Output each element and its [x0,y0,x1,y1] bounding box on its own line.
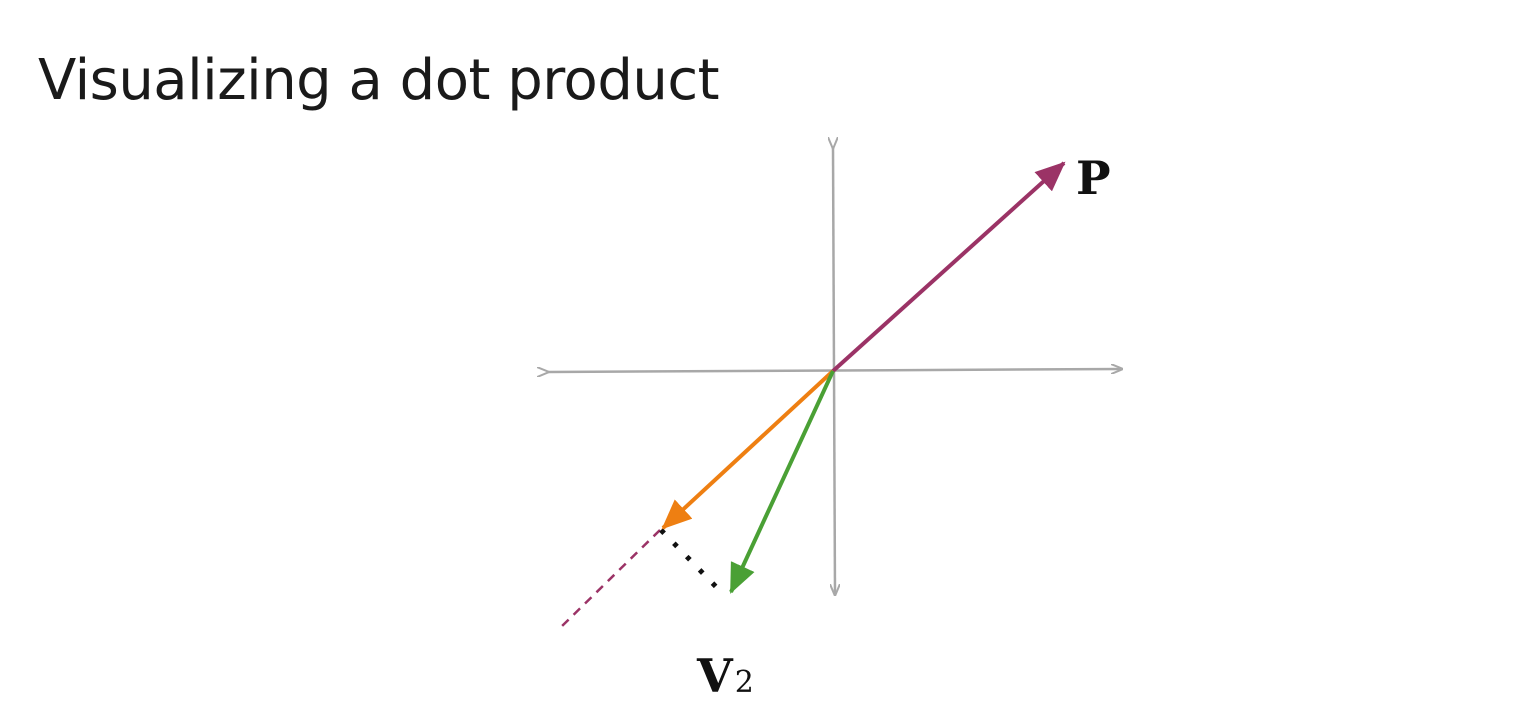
slide-title: Visualizing a dot product [38,48,720,113]
vector-v2-letter: V [696,649,734,703]
vector-p-arrow [831,161,1066,373]
perpendicular-dotted-line [659,528,726,597]
vector-v2-subscript: 2 [735,665,754,700]
vector-v2-arrow [729,370,835,594]
vector-v2-label: V2 [696,649,754,703]
p-line-extension [557,529,661,631]
projection-arrow [661,369,835,530]
vector-p-label: P [1076,151,1111,205]
